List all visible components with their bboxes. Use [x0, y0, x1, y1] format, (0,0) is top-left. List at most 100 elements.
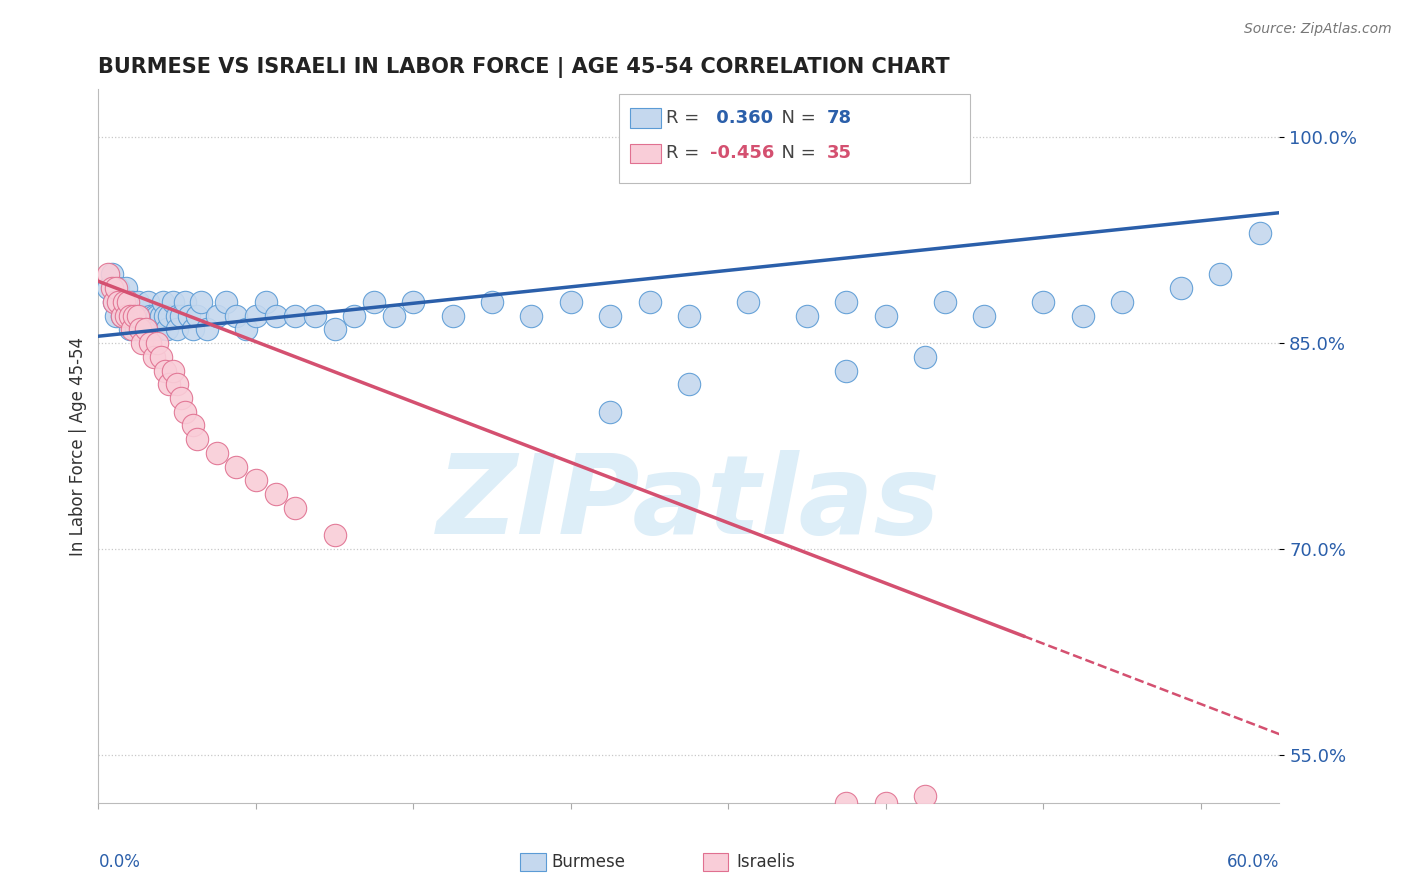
Point — [162, 363, 184, 377]
Point — [225, 309, 247, 323]
Point — [205, 446, 228, 460]
Point — [678, 377, 700, 392]
Point — [235, 322, 257, 336]
Point — [107, 294, 129, 309]
Point — [796, 309, 818, 323]
Point — [599, 309, 621, 323]
Point — [146, 309, 169, 323]
Point — [132, 309, 155, 323]
Point — [599, 405, 621, 419]
Point — [128, 322, 150, 336]
Point — [174, 294, 197, 309]
Point — [835, 796, 858, 810]
Text: Israelis: Israelis — [737, 853, 796, 871]
Text: R =: R = — [666, 145, 706, 162]
Point — [638, 294, 661, 309]
Point — [1111, 294, 1133, 309]
Point — [737, 294, 759, 309]
Point — [117, 294, 139, 309]
Point — [323, 528, 346, 542]
Point — [914, 789, 936, 803]
Point — [148, 322, 170, 336]
Point — [138, 309, 160, 323]
Point — [170, 309, 193, 323]
Point — [835, 294, 858, 309]
Point — [155, 363, 177, 377]
Point — [225, 459, 247, 474]
Point — [131, 336, 153, 351]
Point — [520, 309, 543, 323]
Point — [835, 363, 858, 377]
Text: Source: ZipAtlas.com: Source: ZipAtlas.com — [1244, 22, 1392, 37]
Point — [973, 309, 995, 323]
Point — [215, 294, 238, 309]
Point — [382, 309, 405, 323]
Point — [186, 309, 208, 323]
Point — [97, 281, 120, 295]
Point — [254, 294, 277, 309]
Text: ZIPatlas: ZIPatlas — [437, 450, 941, 557]
Point — [181, 322, 204, 336]
Point — [107, 294, 129, 309]
Point — [141, 322, 163, 336]
Point — [122, 309, 145, 323]
Point — [304, 309, 326, 323]
Point — [118, 322, 141, 336]
Text: R =: R = — [666, 109, 706, 127]
Point — [152, 294, 174, 309]
Point — [343, 309, 366, 323]
Point — [195, 322, 218, 336]
Point — [121, 322, 143, 336]
Point — [323, 322, 346, 336]
Point — [125, 322, 148, 336]
Point — [112, 294, 135, 309]
Point — [101, 281, 124, 295]
Point — [155, 309, 177, 323]
Point — [934, 294, 956, 309]
Point — [127, 294, 149, 309]
Point — [402, 294, 425, 309]
Text: 60.0%: 60.0% — [1227, 853, 1279, 871]
Point — [174, 405, 197, 419]
Point — [186, 432, 208, 446]
Point — [112, 294, 135, 309]
Point — [150, 350, 173, 364]
Point — [111, 309, 134, 323]
Point — [1249, 227, 1271, 241]
Point — [1032, 294, 1054, 309]
Point — [111, 309, 134, 323]
Point — [115, 309, 138, 323]
Point — [157, 377, 180, 392]
Y-axis label: In Labor Force | Age 45-54: In Labor Force | Age 45-54 — [69, 336, 87, 556]
Text: BURMESE VS ISRAELI IN LABOR FORCE | AGE 45-54 CORRELATION CHART: BURMESE VS ISRAELI IN LABOR FORCE | AGE … — [98, 56, 950, 78]
Point — [245, 309, 267, 323]
Point — [142, 350, 165, 364]
Text: 78: 78 — [827, 109, 852, 127]
Point — [107, 281, 129, 295]
Point — [875, 796, 897, 810]
Point — [177, 309, 200, 323]
Text: N =: N = — [770, 109, 823, 127]
Point — [105, 309, 128, 323]
Point — [875, 309, 897, 323]
Point — [103, 294, 125, 309]
Point — [117, 309, 139, 323]
Point — [205, 309, 228, 323]
Point — [150, 309, 173, 323]
Point — [136, 294, 159, 309]
Point — [97, 268, 120, 282]
Point — [914, 350, 936, 364]
Point — [166, 309, 188, 323]
Point — [121, 294, 143, 309]
Text: Burmese: Burmese — [551, 853, 626, 871]
Point — [264, 487, 287, 501]
Point — [162, 294, 184, 309]
Point — [284, 500, 307, 515]
Point — [245, 473, 267, 487]
Point — [170, 391, 193, 405]
Point — [142, 309, 165, 323]
Point — [264, 309, 287, 323]
Point — [181, 418, 204, 433]
Point — [117, 294, 139, 309]
Point — [1209, 268, 1232, 282]
